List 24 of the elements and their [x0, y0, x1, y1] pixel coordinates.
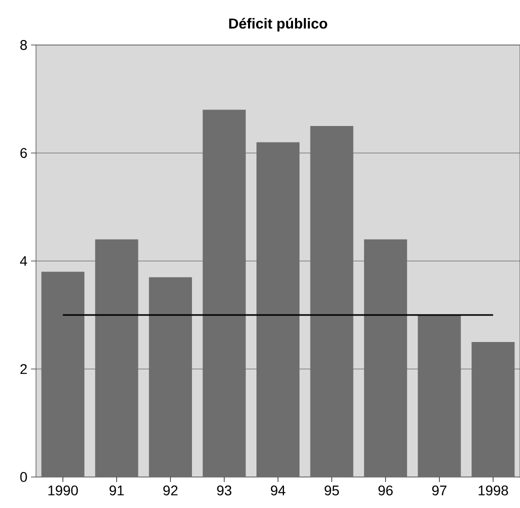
y-tick-label: 4: [20, 256, 28, 266]
bar: [472, 342, 515, 477]
bar: [418, 315, 461, 477]
bar: [148, 277, 192, 477]
x-tick-label: 1998: [478, 486, 508, 496]
y-tick-label: 6: [20, 148, 27, 158]
x-tick-label: 92: [163, 486, 178, 496]
x-tick-label: 91: [110, 486, 124, 496]
y-tick-label: 0: [20, 472, 27, 482]
x-tick-label: 96: [378, 486, 393, 496]
chart-title: Déficit público: [229, 18, 328, 32]
y-tick-label: 2: [20, 364, 27, 374]
x-tick-label: 1990: [48, 486, 78, 496]
bar: [202, 110, 246, 477]
bar: [364, 239, 408, 477]
y-tick-label: 8: [20, 40, 27, 50]
bar: [95, 239, 138, 477]
bar: [41, 272, 84, 477]
x-tick-label: 93: [217, 486, 232, 496]
bar: [310, 126, 354, 477]
bar: [256, 142, 300, 477]
x-tick-label: 97: [432, 486, 446, 496]
x-tick-label: 95: [324, 486, 339, 496]
x-tick-label: 94: [270, 486, 286, 496]
